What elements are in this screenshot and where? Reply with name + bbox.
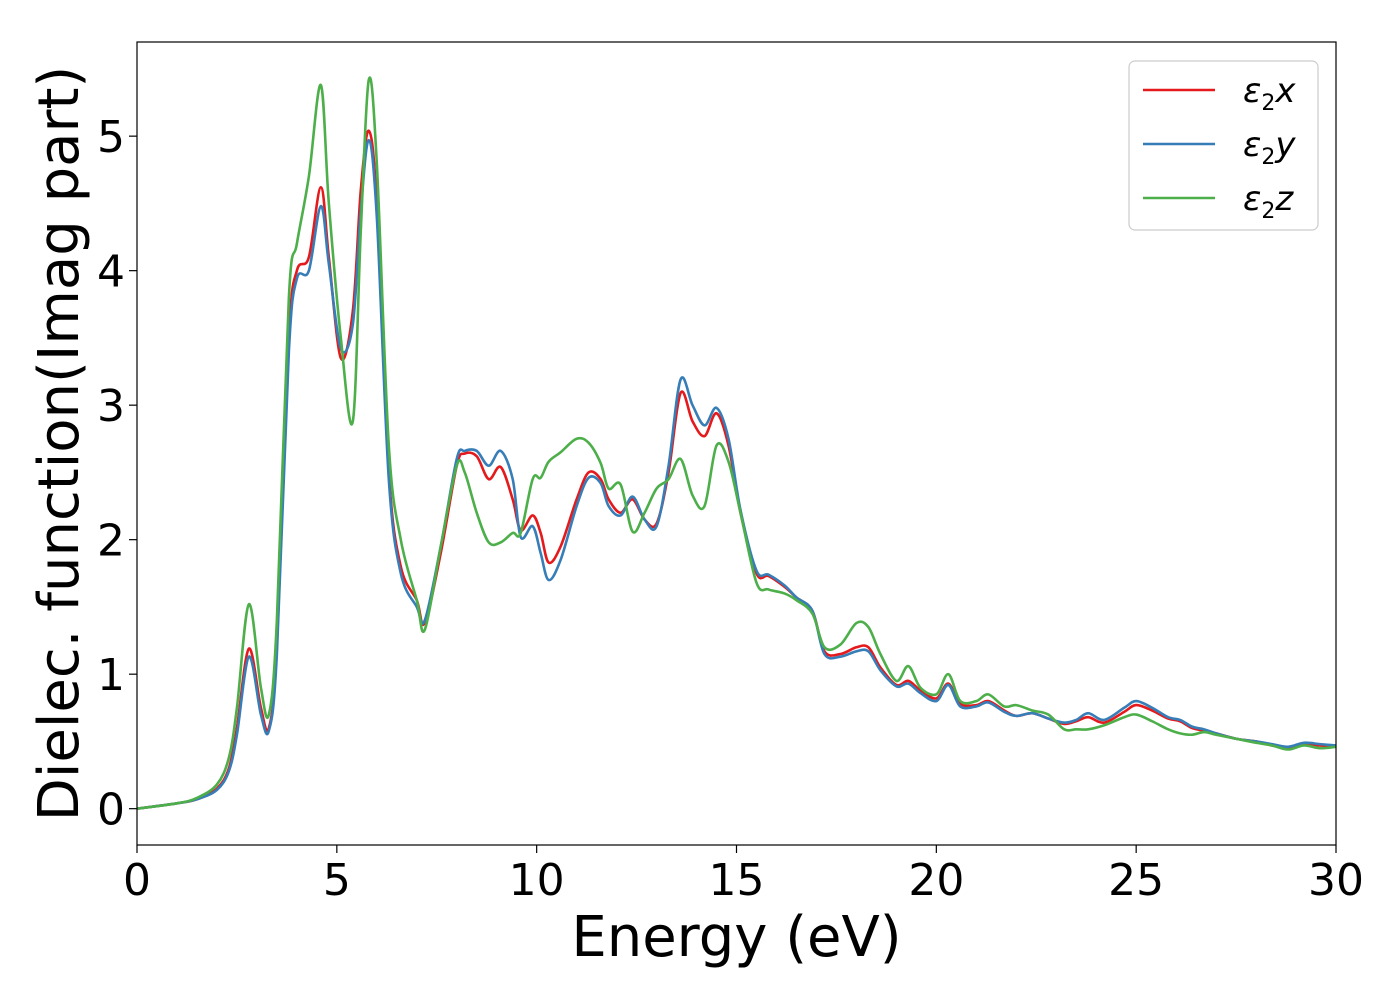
x-axis-title: Energy (eV) <box>571 905 901 970</box>
y-tick-label: 2 <box>97 516 125 567</box>
y-tick-label: 4 <box>97 247 125 298</box>
x-tick-label: 15 <box>709 855 765 906</box>
legend: ε2x ε2y ε2z <box>1128 60 1319 231</box>
x-tick-label: 30 <box>1308 855 1364 906</box>
y-tick-label: 0 <box>97 785 125 836</box>
legend-box <box>1128 60 1319 231</box>
x-tick-label: 0 <box>123 855 151 906</box>
y-tick-label: 5 <box>97 112 125 163</box>
series-layer <box>137 76 1336 810</box>
legend-label-x: ε2x <box>1243 71 1296 116</box>
legend-label-y: ε2y <box>1243 125 1296 170</box>
series-line-z <box>137 76 1336 810</box>
y-tick-label: 3 <box>97 381 125 432</box>
series-line-y <box>137 138 1336 810</box>
x-tick-label: 5 <box>323 855 351 906</box>
x-tick-label: 10 <box>509 855 565 906</box>
y-axis-title: Dielec. function(Imag part) <box>27 66 92 822</box>
y-tick-label: 1 <box>97 650 125 701</box>
y-axis: 0 1 2 3 4 5 <box>97 112 137 836</box>
x-tick-label: 20 <box>908 855 964 906</box>
x-tick-label: 25 <box>1108 855 1164 906</box>
legend-label-z: ε2z <box>1243 179 1294 224</box>
x-axis: 0 5 10 15 20 25 30 <box>123 845 1364 906</box>
